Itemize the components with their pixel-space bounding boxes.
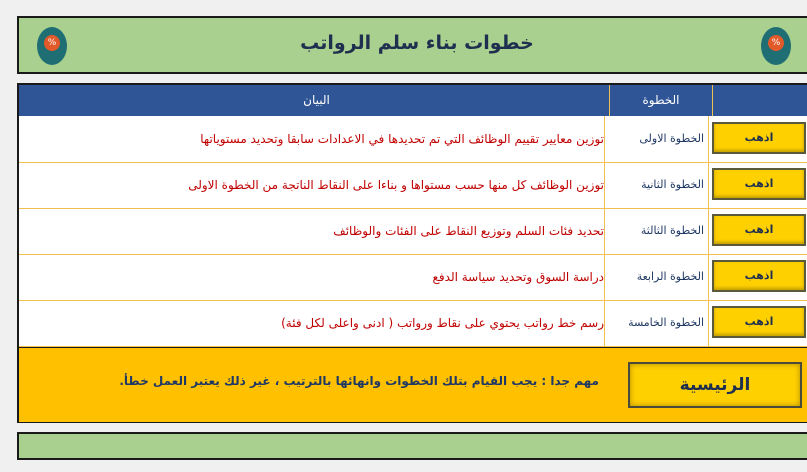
step-description: توزين معايير تقييم الوظائف التي تم تحديد… [24,116,605,162]
important-note: مهم جدا : يجب القيام بتلك الخطوات وانهائ… [119,374,599,388]
step-name: الخطوة الخامسة [607,300,709,346]
go-button[interactable]: اذهب [712,306,806,338]
step-description: رسم خط رواتب يحتوي على نقاط ورواتب ( ادن… [24,300,605,346]
go-button[interactable]: اذهب [712,122,806,154]
bottom-bar [17,432,807,460]
step-description: تحديد فئات السلم وتوزيع النقاط على الفئا… [24,208,605,254]
table-row: توزين الوظائف كل منها حسب مستواها و بناء… [19,162,807,209]
go-button[interactable]: اذهب [712,168,806,200]
percent-badge-icon [761,27,791,65]
table-header: البيان الخطوة [19,85,807,116]
step-description: توزين الوظائف كل منها حسب مستواها و بناء… [24,162,605,208]
table-row: رسم خط رواتب يحتوي على نقاط ورواتب ( ادن… [19,300,807,347]
step-name: الخطوة الثانية [607,162,709,208]
go-button[interactable]: اذهب [712,260,806,292]
page-title: خطوات بناء سلم الرواتب [300,32,534,54]
home-button[interactable]: الرئيسية [628,362,802,408]
step-description: دراسة السوق وتحديد سياسة الدفع [24,254,605,300]
footer-panel: مهم جدا : يجب القيام بتلك الخطوات وانهائ… [19,347,807,422]
table-row: توزين معايير تقييم الوظائف التي تم تحديد… [19,116,807,163]
percent-badge-icon [37,27,67,65]
steps-table: البيان الخطوة توزين معايير تقييم الوظائف… [17,83,807,423]
title-banner: خطوات بناء سلم الرواتب [17,16,807,74]
table-row: تحديد فئات السلم وتوزيع النقاط على الفئا… [19,208,807,255]
header-step: الخطوة [609,85,713,116]
header-description: البيان [303,93,330,107]
step-name: الخطوة الثالثة [607,208,709,254]
step-name: الخطوة الاولى [607,116,709,162]
step-name: الخطوة الرابعة [607,254,709,300]
table-row: دراسة السوق وتحديد سياسة الدفع الخطوة ال… [19,254,807,301]
go-button[interactable]: اذهب [712,214,806,246]
